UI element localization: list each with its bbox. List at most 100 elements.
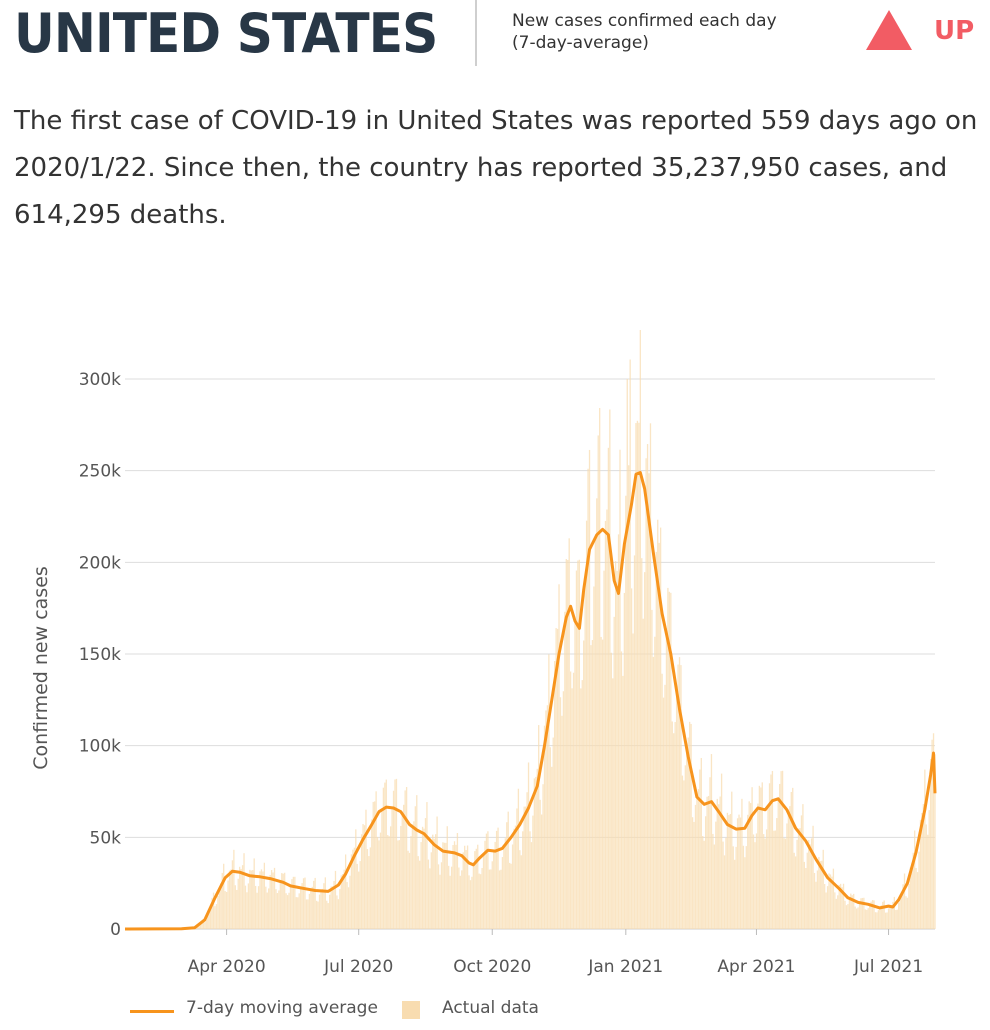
- daily-bar: [530, 842, 533, 929]
- x-tick-label: Jan 2021: [587, 957, 663, 977]
- daily-bar: [223, 863, 225, 929]
- daily-bar: [405, 787, 408, 929]
- daily-bar: [691, 817, 694, 929]
- daily-bar: [924, 769, 926, 929]
- daily-bar: [311, 886, 313, 929]
- daily-bar: [522, 831, 524, 929]
- daily-bar: [333, 881, 335, 929]
- daily-bar: [284, 872, 286, 929]
- daily-bar: [326, 900, 328, 929]
- y-axis-label: Confirmed new cases: [30, 566, 52, 770]
- daily-bar: [898, 902, 900, 929]
- daily-bar: [809, 844, 811, 929]
- daily-bar: [493, 851, 495, 929]
- daily-bar: [919, 819, 922, 929]
- daily-bar: [768, 783, 771, 929]
- daily-bar: [599, 408, 601, 929]
- daily-bar: [918, 851, 920, 929]
- daily-bar: [490, 869, 492, 929]
- daily-bar: [928, 810, 930, 929]
- daily-bar: [244, 885, 247, 929]
- daily-bar: [629, 359, 631, 929]
- daily-bar: [903, 873, 906, 929]
- legend-line-swatch: [130, 1010, 174, 1013]
- x-tick-label: Oct 2020: [453, 957, 531, 977]
- daily-bar: [459, 875, 461, 929]
- daily-bar: [279, 879, 281, 929]
- daily-bar: [773, 830, 775, 929]
- daily-bar: [900, 892, 903, 929]
- daily-bar: [448, 865, 450, 929]
- daily-bar: [613, 616, 615, 929]
- daily-bar: [596, 498, 598, 929]
- daily-bar: [864, 909, 866, 929]
- daily-bar: [254, 885, 257, 929]
- daily-bar: [249, 869, 251, 929]
- daily-bar: [873, 900, 875, 929]
- daily-bar: [532, 815, 534, 929]
- daily-bar: [914, 830, 916, 929]
- daily-bar: [221, 872, 223, 929]
- daily-bar: [365, 809, 367, 929]
- daily-bar: [706, 796, 708, 929]
- daily-bar: [925, 824, 927, 929]
- daily-bar: [659, 527, 662, 929]
- daily-bar: [270, 870, 273, 929]
- daily-bar: [893, 896, 896, 929]
- y-tick-label: 0: [110, 920, 121, 940]
- daily-bar: [670, 592, 672, 929]
- daily-bar: [369, 847, 371, 929]
- daily-bar: [207, 915, 209, 929]
- daily-bar: [847, 904, 849, 929]
- daily-bar: [526, 792, 528, 929]
- daily-bar: [590, 645, 592, 929]
- daily-bar: [546, 705, 549, 929]
- daily-bar: [554, 661, 556, 929]
- daily-bar: [639, 330, 641, 929]
- daily-bar: [275, 889, 277, 929]
- daily-bar: [230, 869, 232, 929]
- daily-bar: [411, 824, 414, 929]
- daily-bar: [638, 422, 640, 929]
- daily-bar: [757, 803, 759, 929]
- daily-bar: [559, 697, 562, 929]
- daily-bar: [858, 902, 861, 929]
- daily-bar: [619, 449, 621, 929]
- daily-bar: [389, 826, 392, 929]
- daily-bar: [584, 584, 586, 929]
- daily-bar: [236, 889, 238, 929]
- daily-bar: [694, 804, 697, 929]
- daily-bar: [799, 828, 801, 929]
- daily-bar: [662, 697, 665, 929]
- daily-bar: [224, 891, 226, 929]
- daily-bar: [540, 814, 543, 929]
- daily-bar: [266, 892, 268, 929]
- daily-bar: [796, 839, 798, 929]
- daily-bar: [475, 848, 477, 929]
- daily-bar: [445, 842, 447, 929]
- daily-bar: [583, 640, 585, 929]
- daily-bar: [731, 791, 733, 929]
- daily-bar: [292, 876, 295, 929]
- daily-bar: [413, 821, 415, 929]
- daily-bar: [765, 829, 768, 929]
- daily-bar: [665, 628, 668, 929]
- daily-bar: [838, 884, 840, 929]
- daily-bar: [257, 886, 260, 929]
- daily-bar: [433, 838, 435, 929]
- daily-bar: [302, 878, 305, 929]
- daily-bar: [652, 656, 655, 929]
- daily-bar: [501, 857, 504, 929]
- daily-bar: [594, 539, 596, 929]
- daily-bar: [895, 910, 897, 929]
- y-tick-label: 300k: [79, 370, 121, 390]
- daily-bar: [567, 559, 569, 929]
- daily-bar: [247, 883, 250, 929]
- daily-bar: [485, 833, 488, 929]
- daily-bar: [549, 747, 551, 929]
- daily-bar: [792, 787, 794, 929]
- daily-bar: [577, 560, 579, 929]
- daily-bar: [736, 818, 739, 929]
- daily-bar: [215, 904, 218, 929]
- daily-bar: [886, 912, 888, 929]
